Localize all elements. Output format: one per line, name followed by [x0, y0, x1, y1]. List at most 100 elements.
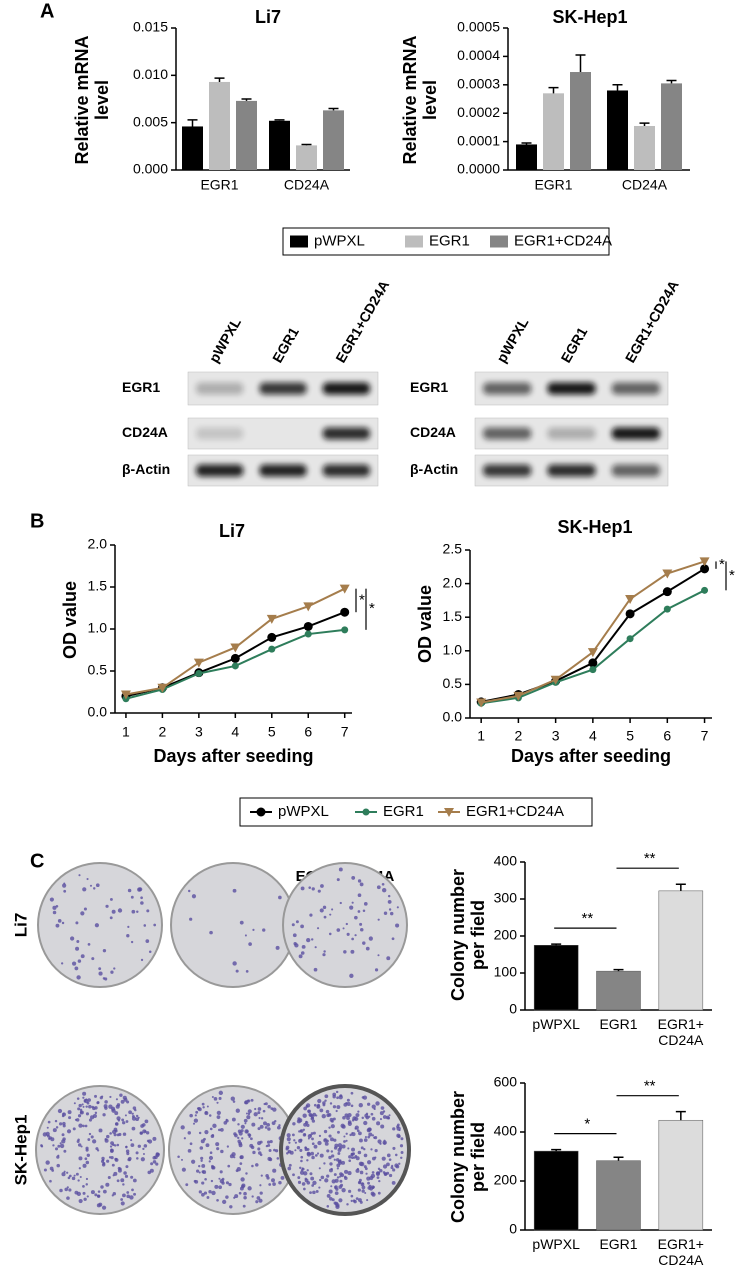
marker	[588, 658, 598, 668]
colony	[357, 910, 361, 913]
colony	[299, 1148, 303, 1152]
colony	[280, 1176, 285, 1180]
marker	[230, 653, 240, 663]
colony	[301, 944, 306, 949]
colony	[332, 1117, 336, 1121]
colony	[142, 1123, 146, 1127]
colony	[341, 1144, 346, 1149]
bar	[596, 1160, 641, 1231]
colony	[387, 894, 391, 898]
colony	[219, 1178, 225, 1184]
x-tick-label: 4	[589, 728, 597, 744]
colony	[120, 1201, 125, 1206]
legend-label: EGR1	[429, 232, 470, 249]
colony	[360, 928, 364, 932]
marker	[267, 632, 277, 642]
colony	[374, 1156, 377, 1159]
colony	[275, 945, 280, 950]
colony	[245, 1172, 248, 1175]
x-tick-label: 7	[701, 728, 709, 744]
bar	[269, 120, 290, 170]
marker	[341, 626, 349, 634]
colony	[357, 1150, 362, 1155]
colony	[329, 1117, 334, 1122]
colony	[251, 1195, 254, 1198]
colony	[76, 939, 80, 943]
colony	[122, 1193, 126, 1198]
colony	[361, 1189, 365, 1193]
colony	[364, 1136, 367, 1139]
x-tick-label: 7	[341, 724, 349, 740]
colony	[137, 1144, 141, 1148]
chart-title: SK-Hep1	[552, 7, 627, 27]
colony	[302, 1113, 307, 1118]
colony	[357, 1188, 361, 1192]
colony	[357, 1110, 360, 1113]
colony	[98, 967, 102, 971]
colony	[320, 1175, 325, 1180]
colony	[304, 1146, 307, 1149]
colony	[108, 1156, 112, 1159]
y-axis-label: Colony number per field	[448, 869, 488, 1002]
colony	[82, 1185, 85, 1188]
colony	[122, 1095, 127, 1100]
legend-box	[282, 227, 610, 256]
colony	[383, 1139, 386, 1142]
colony	[94, 1193, 98, 1197]
x-tick-label: 5	[626, 728, 634, 744]
colony	[63, 889, 67, 893]
colony	[235, 969, 239, 973]
colony	[370, 1112, 374, 1116]
colony	[239, 1186, 244, 1191]
colony	[126, 1152, 130, 1156]
error-bar	[675, 1110, 686, 1121]
colony	[226, 1145, 230, 1148]
colony	[78, 1123, 83, 1128]
colony	[294, 1149, 297, 1152]
colony	[293, 1139, 296, 1142]
colony	[349, 1133, 352, 1137]
x-tick-label: EGR1	[534, 177, 572, 193]
colony	[388, 908, 392, 911]
colony	[375, 1101, 380, 1106]
colony	[222, 1199, 227, 1205]
colony	[116, 1116, 121, 1121]
colony	[297, 1176, 301, 1180]
colony	[358, 1131, 362, 1136]
colony	[395, 1164, 400, 1169]
colony	[111, 1194, 114, 1197]
colony	[201, 1164, 206, 1168]
colony	[82, 1163, 87, 1168]
colony	[86, 877, 89, 881]
colony	[306, 1148, 310, 1151]
colony	[350, 1152, 354, 1156]
row-label: SK-Hep1	[11, 1115, 30, 1186]
colony	[392, 1146, 396, 1150]
colony	[257, 1107, 262, 1111]
colony	[235, 1108, 240, 1113]
colony	[350, 1194, 354, 1198]
colony	[346, 1101, 351, 1107]
y-tick-label: 0.000	[133, 161, 168, 177]
colony	[229, 1205, 233, 1209]
colony	[95, 1147, 99, 1151]
colony	[131, 1112, 134, 1115]
colony	[343, 950, 347, 954]
colony	[116, 1143, 120, 1147]
colony	[211, 1134, 215, 1137]
colony	[85, 1160, 90, 1165]
colony	[321, 1114, 326, 1119]
colony	[131, 1188, 134, 1192]
colony	[373, 1107, 376, 1111]
y-tick-label: 0.010	[133, 66, 168, 82]
legend-swatch	[290, 235, 308, 248]
colony	[392, 1168, 396, 1172]
colony	[362, 941, 366, 945]
colony	[308, 1112, 313, 1117]
colony	[120, 1178, 125, 1183]
bar	[658, 890, 704, 1011]
colony	[305, 1103, 311, 1108]
colony	[386, 1153, 391, 1158]
colony	[338, 1175, 341, 1178]
colony	[219, 1127, 224, 1132]
